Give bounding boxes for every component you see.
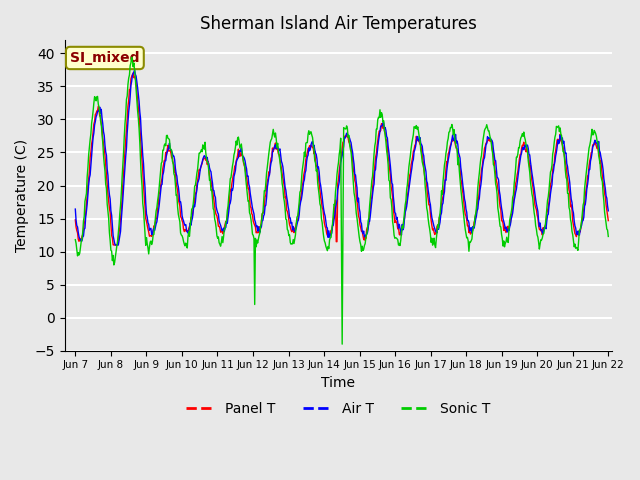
Text: SI_mixed: SI_mixed	[70, 51, 140, 65]
Y-axis label: Temperature (C): Temperature (C)	[15, 139, 29, 252]
Title: Sherman Island Air Temperatures: Sherman Island Air Temperatures	[200, 15, 477, 33]
Legend: Panel T, Air T, Sonic T: Panel T, Air T, Sonic T	[180, 396, 496, 421]
X-axis label: Time: Time	[321, 376, 355, 390]
